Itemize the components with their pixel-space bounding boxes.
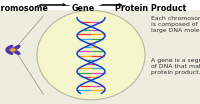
Ellipse shape <box>10 49 16 51</box>
Ellipse shape <box>6 46 13 50</box>
Text: Chromosome: Chromosome <box>0 4 48 13</box>
Text: Gene: Gene <box>71 4 95 13</box>
Ellipse shape <box>13 46 20 50</box>
Ellipse shape <box>11 49 15 51</box>
Text: Each chromosome
is composed of one
large DNA molecule.: Each chromosome is composed of one large… <box>151 16 200 33</box>
Ellipse shape <box>13 50 20 54</box>
Ellipse shape <box>37 10 145 100</box>
Text: Protein Product: Protein Product <box>115 4 187 13</box>
Text: A gene is a segment
of DNA that makes a
protein product.: A gene is a segment of DNA that makes a … <box>151 58 200 75</box>
Ellipse shape <box>6 50 13 54</box>
Bar <box>0 0 200 10</box>
